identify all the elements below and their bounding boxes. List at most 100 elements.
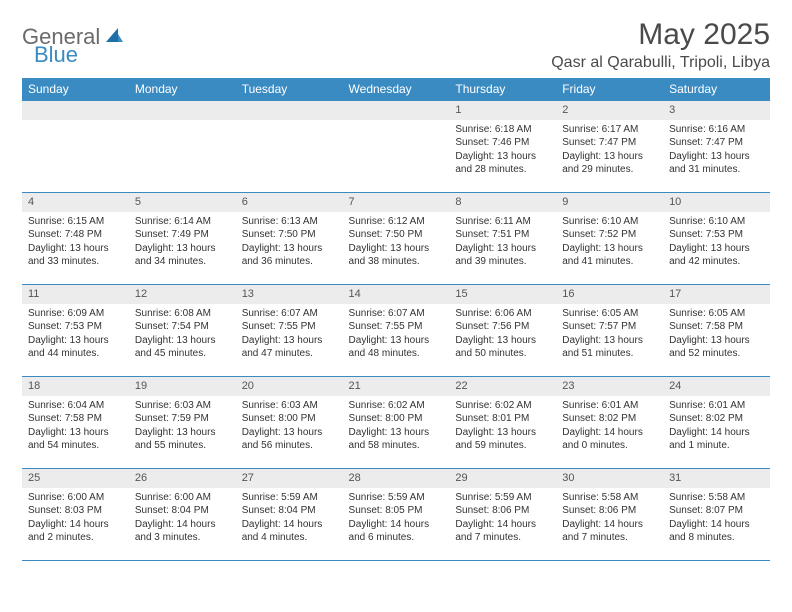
- sunrise-line: Sunrise: 6:07 AM: [242, 307, 337, 321]
- day-body: Sunrise: 6:01 AMSunset: 8:02 PMDaylight:…: [663, 396, 770, 457]
- sunset-line: Sunset: 8:06 PM: [455, 504, 550, 518]
- daylight-line: Daylight: 13 hours and 55 minutes.: [135, 426, 230, 453]
- daylight-line: Daylight: 13 hours and 58 minutes.: [349, 426, 444, 453]
- daylight-line: Daylight: 13 hours and 38 minutes.: [349, 242, 444, 269]
- calendar-cell: 13Sunrise: 6:07 AMSunset: 7:55 PMDayligh…: [236, 285, 343, 377]
- day-body: Sunrise: 6:00 AMSunset: 8:03 PMDaylight:…: [22, 488, 129, 549]
- weekday-header: Wednesday: [343, 78, 450, 101]
- weekday-header: Saturday: [663, 78, 770, 101]
- sunset-line: Sunset: 7:51 PM: [455, 228, 550, 242]
- calendar-week-row: 1Sunrise: 6:18 AMSunset: 7:46 PMDaylight…: [22, 101, 770, 193]
- daylight-line: Daylight: 13 hours and 51 minutes.: [562, 334, 657, 361]
- sunrise-line: Sunrise: 6:10 AM: [562, 215, 657, 229]
- day-number: 16: [556, 285, 663, 304]
- daylight-line: Daylight: 13 hours and 54 minutes.: [28, 426, 123, 453]
- sunrise-line: Sunrise: 6:02 AM: [349, 399, 444, 413]
- day-body: Sunrise: 6:13 AMSunset: 7:50 PMDaylight:…: [236, 212, 343, 273]
- calendar-cell: 21Sunrise: 6:02 AMSunset: 8:00 PMDayligh…: [343, 377, 450, 469]
- sunset-line: Sunset: 7:50 PM: [349, 228, 444, 242]
- sunrise-line: Sunrise: 6:11 AM: [455, 215, 550, 229]
- calendar-week-row: 25Sunrise: 6:00 AMSunset: 8:03 PMDayligh…: [22, 469, 770, 561]
- daylight-line: Daylight: 13 hours and 29 minutes.: [562, 150, 657, 177]
- day-number: 14: [343, 285, 450, 304]
- day-body: Sunrise: 6:00 AMSunset: 8:04 PMDaylight:…: [129, 488, 236, 549]
- daylight-line: Daylight: 13 hours and 47 minutes.: [242, 334, 337, 361]
- daylight-line: Daylight: 13 hours and 41 minutes.: [562, 242, 657, 269]
- calendar-cell: 6Sunrise: 6:13 AMSunset: 7:50 PMDaylight…: [236, 193, 343, 285]
- day-body: Sunrise: 6:02 AMSunset: 8:01 PMDaylight:…: [449, 396, 556, 457]
- daylight-line: Daylight: 14 hours and 3 minutes.: [135, 518, 230, 545]
- day-body: Sunrise: 6:07 AMSunset: 7:55 PMDaylight:…: [236, 304, 343, 365]
- daylight-line: Daylight: 14 hours and 0 minutes.: [562, 426, 657, 453]
- day-body: Sunrise: 5:59 AMSunset: 8:05 PMDaylight:…: [343, 488, 450, 549]
- daylight-line: Daylight: 13 hours and 52 minutes.: [669, 334, 764, 361]
- sunset-line: Sunset: 7:58 PM: [669, 320, 764, 334]
- day-body: Sunrise: 6:04 AMSunset: 7:58 PMDaylight:…: [22, 396, 129, 457]
- day-number: 5: [129, 193, 236, 212]
- sunset-line: Sunset: 7:59 PM: [135, 412, 230, 426]
- calendar-cell: 30Sunrise: 5:58 AMSunset: 8:06 PMDayligh…: [556, 469, 663, 561]
- day-body: Sunrise: 6:10 AMSunset: 7:52 PMDaylight:…: [556, 212, 663, 273]
- day-number: 10: [663, 193, 770, 212]
- day-body: Sunrise: 5:58 AMSunset: 8:07 PMDaylight:…: [663, 488, 770, 549]
- day-body: Sunrise: 6:12 AMSunset: 7:50 PMDaylight:…: [343, 212, 450, 273]
- calendar-cell: 7Sunrise: 6:12 AMSunset: 7:50 PMDaylight…: [343, 193, 450, 285]
- sunset-line: Sunset: 7:57 PM: [562, 320, 657, 334]
- sunset-line: Sunset: 7:49 PM: [135, 228, 230, 242]
- calendar-cell: 19Sunrise: 6:03 AMSunset: 7:59 PMDayligh…: [129, 377, 236, 469]
- day-number: 30: [556, 469, 663, 488]
- day-number: 9: [556, 193, 663, 212]
- sunrise-line: Sunrise: 5:58 AM: [562, 491, 657, 505]
- sunrise-line: Sunrise: 6:05 AM: [562, 307, 657, 321]
- day-number: 18: [22, 377, 129, 396]
- calendar-cell: 5Sunrise: 6:14 AMSunset: 7:49 PMDaylight…: [129, 193, 236, 285]
- day-body: Sunrise: 6:15 AMSunset: 7:48 PMDaylight:…: [22, 212, 129, 273]
- sunrise-line: Sunrise: 6:13 AM: [242, 215, 337, 229]
- calendar-cell: 12Sunrise: 6:08 AMSunset: 7:54 PMDayligh…: [129, 285, 236, 377]
- day-body: Sunrise: 6:10 AMSunset: 7:53 PMDaylight:…: [663, 212, 770, 273]
- sunrise-line: Sunrise: 6:00 AM: [28, 491, 123, 505]
- day-body: Sunrise: 6:08 AMSunset: 7:54 PMDaylight:…: [129, 304, 236, 365]
- daylight-line: Daylight: 14 hours and 7 minutes.: [455, 518, 550, 545]
- sunrise-line: Sunrise: 6:00 AM: [135, 491, 230, 505]
- sunrise-line: Sunrise: 6:01 AM: [669, 399, 764, 413]
- day-body: Sunrise: 6:14 AMSunset: 7:49 PMDaylight:…: [129, 212, 236, 273]
- sunrise-line: Sunrise: 5:59 AM: [349, 491, 444, 505]
- daylight-line: Daylight: 13 hours and 36 minutes.: [242, 242, 337, 269]
- sunset-line: Sunset: 7:48 PM: [28, 228, 123, 242]
- sunrise-line: Sunrise: 6:09 AM: [28, 307, 123, 321]
- daylight-line: Daylight: 14 hours and 8 minutes.: [669, 518, 764, 545]
- daylight-line: Daylight: 13 hours and 39 minutes.: [455, 242, 550, 269]
- sunrise-line: Sunrise: 6:08 AM: [135, 307, 230, 321]
- daylight-line: Daylight: 14 hours and 1 minute.: [669, 426, 764, 453]
- daylight-line: Daylight: 13 hours and 34 minutes.: [135, 242, 230, 269]
- sunset-line: Sunset: 7:46 PM: [455, 136, 550, 150]
- calendar-cell: 17Sunrise: 6:05 AMSunset: 7:58 PMDayligh…: [663, 285, 770, 377]
- day-number: 22: [449, 377, 556, 396]
- calendar-cell: 22Sunrise: 6:02 AMSunset: 8:01 PMDayligh…: [449, 377, 556, 469]
- sunrise-line: Sunrise: 6:16 AM: [669, 123, 764, 137]
- sunset-line: Sunset: 7:53 PM: [669, 228, 764, 242]
- day-number: 15: [449, 285, 556, 304]
- calendar-cell-empty: [22, 101, 129, 193]
- day-number: 12: [129, 285, 236, 304]
- day-number: 1: [449, 101, 556, 120]
- sunrise-line: Sunrise: 5:59 AM: [455, 491, 550, 505]
- sunrise-line: Sunrise: 6:06 AM: [455, 307, 550, 321]
- day-number: 23: [556, 377, 663, 396]
- calendar-cell: 9Sunrise: 6:10 AMSunset: 7:52 PMDaylight…: [556, 193, 663, 285]
- sunset-line: Sunset: 8:05 PM: [349, 504, 444, 518]
- daylight-line: Daylight: 13 hours and 33 minutes.: [28, 242, 123, 269]
- day-number: 31: [663, 469, 770, 488]
- day-number: 28: [343, 469, 450, 488]
- sunrise-line: Sunrise: 6:03 AM: [135, 399, 230, 413]
- day-body: Sunrise: 6:11 AMSunset: 7:51 PMDaylight:…: [449, 212, 556, 273]
- sunrise-line: Sunrise: 5:59 AM: [242, 491, 337, 505]
- sunrise-line: Sunrise: 6:12 AM: [349, 215, 444, 229]
- day-body: Sunrise: 6:05 AMSunset: 7:58 PMDaylight:…: [663, 304, 770, 365]
- day-number: 13: [236, 285, 343, 304]
- weekday-header: Sunday: [22, 78, 129, 101]
- sunrise-line: Sunrise: 6:14 AM: [135, 215, 230, 229]
- daylight-line: Daylight: 13 hours and 28 minutes.: [455, 150, 550, 177]
- day-body: Sunrise: 5:58 AMSunset: 8:06 PMDaylight:…: [556, 488, 663, 549]
